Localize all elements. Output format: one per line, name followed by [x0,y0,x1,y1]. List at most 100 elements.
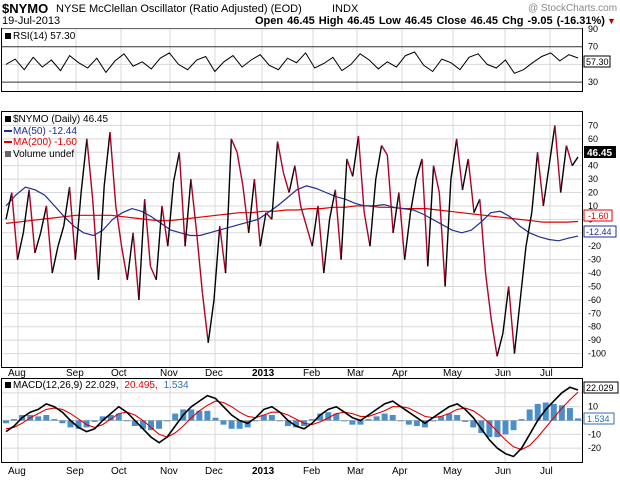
nymo-segment [276,141,285,173]
price-y-tick-label: -70 [588,308,601,318]
macd-x-tick-label: Nov [160,466,178,477]
macd-x-tick-label: Dec [205,466,223,477]
macd-x-tick-label: Aug [8,466,26,477]
nymo-segment [219,225,227,274]
rsi-y-tick-label: 70 [588,42,598,52]
macd-histogram-bar [172,413,179,421]
nymo-segment [507,286,516,354]
nymo-segment [57,225,65,247]
nymo-segment [455,138,464,190]
macd-x-tick-label: Jun [495,466,511,477]
macd-histogram-bar [397,420,404,422]
nymo-segment [409,178,417,213]
hist-tag: 1.534 [587,414,610,424]
nymo-segment [259,212,267,247]
macd-y-tick-label: -20 [588,443,601,453]
rsi-legend-swatch [5,33,11,39]
price-x-tick-label: Nov [160,368,178,379]
price-y-tick-label: -60 [588,295,601,305]
nymo-segment [323,219,331,274]
macd-x-tick-label: Jul [540,466,553,477]
legend-nymo: $NYMO (Daily) 46.45 [13,114,108,125]
nymo-segment [375,145,383,180]
macd-histogram-bar [413,420,420,427]
nymo-segment [271,141,279,220]
macd-legend-signal: 20.495, [124,380,157,391]
macd-histogram-bar [268,414,275,421]
macd-histogram-bar [381,413,388,421]
price-y-tick-label: -80 [588,322,601,332]
nymo-segment [39,205,48,233]
macd-histogram-bar [139,420,146,429]
nymo-segment [473,198,481,213]
macd-histogram-bar [510,420,517,431]
macd-histogram-bar [309,419,316,421]
nymo-segment [484,272,493,321]
nymo-segment [265,212,273,220]
macd-x-tick-label: Mar [347,466,365,477]
price-y-tick-label: -20 [588,241,601,251]
rsi-value-tag: 57.30 [586,57,609,67]
nymo-segment [149,266,157,281]
macd-histogram-bar [446,413,453,421]
nymo-segment [184,179,192,247]
nymo-segment [167,181,175,247]
macd-histogram-bar [486,420,493,438]
nymo-segment [247,179,256,233]
macd-histogram-bar [349,420,356,425]
nymo-segment [97,185,105,280]
macd-histogram-bar [212,417,219,421]
nymo-segment [427,165,435,267]
nymo-segment [357,136,365,213]
ma50-tag: -12.44 [586,227,612,237]
price-y-tick-label: -100 [588,349,606,359]
nymo-segment [479,199,487,274]
macd-histogram-bar [550,403,557,421]
nymo-segment [294,165,302,207]
nymo-segment [242,185,250,233]
price-y-tick-label: -90 [588,335,601,345]
hist-tag-box [583,412,615,425]
ma200-tag-box [583,209,613,222]
macd-histogram-bar [67,420,74,428]
macd-histogram-bar [462,420,469,422]
legend-volume: Volume undef [13,149,74,160]
macd-signal-line [5,391,579,451]
macd-histogram-bar [542,402,549,421]
macd-histogram-bar [59,420,66,424]
price-x-tick-label: Dec [205,368,223,379]
symbol-title: $NYMO [2,1,49,16]
nymo-segment [103,132,111,186]
price-tag-box [584,146,616,158]
security-name: NYSE McClellan Oscillator (Ratio Adjuste… [56,3,302,15]
macd-histogram-bar [373,416,380,421]
macd-histogram-bar [365,419,372,421]
macd-histogram-bar [438,416,445,421]
price-x-tick-label: Mar [347,368,365,379]
macd-y-tick-label: -10 [588,429,601,439]
nymo-segment [571,156,579,167]
price-x-tick-label: Jul [540,368,553,379]
nymo-segment [45,205,53,274]
nymo-segment [305,225,313,247]
ma50-tag-box [583,225,617,238]
rsi-y-tick-label: 30 [588,77,598,87]
nymo-segment [28,189,36,253]
macd-legend: MACD(12,26,9) 22.029, 20.495, 1.534 [13,380,189,391]
macd-histogram-bar [204,410,211,421]
nymo-segment [392,192,400,233]
macd-histogram-bar [43,414,50,421]
macd-histogram-bar [196,410,203,421]
ma200-line [5,205,579,224]
nymo-segment [172,152,181,182]
macd-y-tick-label: 10 [588,402,598,412]
nymo-segment [236,152,244,186]
macd-legend-swatch [5,382,11,388]
nymo-segment [548,125,556,166]
nymo-segment [299,205,308,227]
price-x-tick-label: Oct [111,368,127,379]
price-y-tick-label: 30 [588,174,598,184]
macd-histogram-bar [188,409,195,421]
macd-histogram-bar [107,414,114,421]
